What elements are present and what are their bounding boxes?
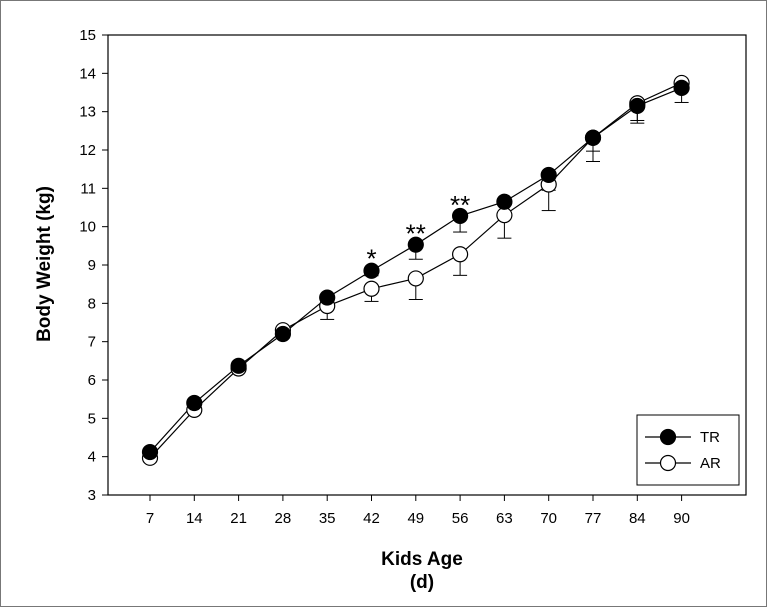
series-layer [141,74,690,466]
data-point-ar [452,246,469,263]
legend: TR AR [636,414,740,486]
data-point-tr [452,207,469,225]
x-tick-label: 42 [363,510,380,527]
y-tick-label: 13 [79,104,96,121]
x-tick-label: 70 [540,510,557,527]
x-tick-label: 56 [452,510,469,527]
y-tick-label: 6 [88,372,96,389]
data-point-tr [363,262,380,279]
legend-marker-tr [659,428,677,446]
data-point-tr [274,325,291,343]
y-tick-label: 9 [88,257,96,274]
y-tick-label: 5 [88,410,96,427]
data-point-tr [540,166,557,184]
y-tick-label: 12 [79,142,96,159]
x-tick-label: 63 [496,510,513,527]
x-axis-title: Kids Age [381,549,463,570]
series-ar-points [141,74,690,466]
x-tick-label: 49 [407,510,424,527]
data-point-ar [363,280,380,297]
x-axis-unit: (d) [410,572,434,593]
x-tick-label: 77 [585,510,602,527]
y-axis-title: Body Weight (kg) [34,186,55,342]
legend-label-tr: TR [700,429,720,446]
y-tick-label: 10 [79,219,96,236]
data-point-tr [584,129,602,146]
series-tr-points [141,79,690,461]
y-tick-label: 3 [88,487,96,504]
y-tick-label: 11 [80,180,96,197]
data-point-tr [673,79,690,97]
data-point-tr [407,236,424,253]
significance-annotations: ***** [366,190,470,274]
data-point-tr [186,394,203,412]
x-tick-label: 28 [275,510,292,527]
data-point-tr [141,443,159,461]
x-tick-label: 7 [146,510,154,527]
x-tick-label: 14 [186,510,203,527]
y-tick-label: 15 [79,27,96,44]
significance-marker: * [366,244,376,274]
significance-marker: ** [450,190,470,220]
data-point-tr [629,97,646,115]
significance-marker: ** [406,219,426,249]
y-tick-label: 8 [88,295,96,312]
data-point-ar [496,207,513,224]
legend-marker-ar [659,454,677,472]
x-tick-label: 21 [230,510,247,527]
legend-label-ar: AR [700,455,721,472]
data-point-tr [496,193,513,210]
x-tick-label: 35 [319,510,336,527]
legend-box [636,414,740,486]
series-tr-line [149,87,682,453]
y-tick-label: 7 [88,334,96,351]
x-axis: 7 14 21 28 35 42 49 56 63 70 77 84 90 [146,495,690,527]
x-tick-label: 84 [629,510,646,527]
y-axis: 3 4 5 6 7 8 9 10 11 12 13 14 15 [79,27,108,504]
x-tick-label: 90 [673,510,690,527]
data-point-tr [230,357,247,374]
data-point-ar [407,270,424,287]
y-tick-label: 4 [88,449,96,466]
y-tick-label: 14 [79,65,96,82]
data-point-tr [319,289,336,306]
